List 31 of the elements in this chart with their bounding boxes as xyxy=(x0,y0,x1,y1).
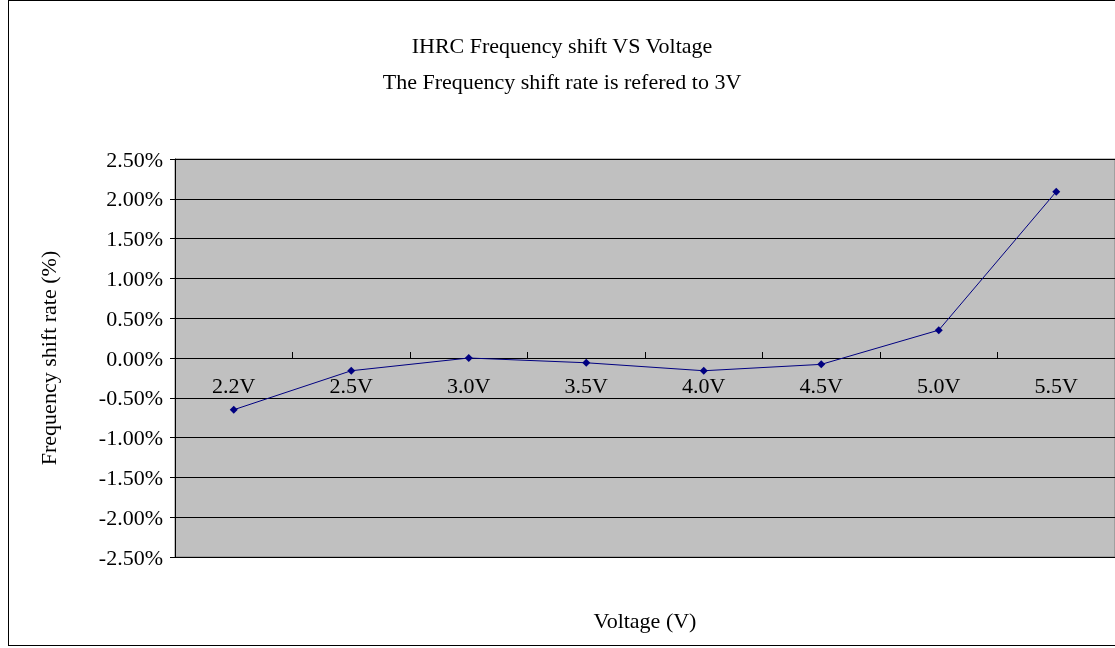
y-tick-label: -0.50% xyxy=(98,385,163,411)
y-tick-label: 2.00% xyxy=(106,186,163,212)
point xyxy=(229,405,238,414)
x-tick-label: 3.0V xyxy=(447,372,491,398)
point xyxy=(464,354,473,362)
y-axis-title: Frequency shift rate (%) xyxy=(35,250,61,466)
y-tick-label: -2.50% xyxy=(98,544,163,570)
chart-subtitle: The Frequency shift rate is refered to 3V xyxy=(382,68,742,94)
point xyxy=(1052,187,1061,196)
y-tick-label: 2.50% xyxy=(106,146,163,172)
y-tick-label: 0.00% xyxy=(106,345,163,371)
point xyxy=(699,366,708,375)
chart-title: IHRC Frequency shift VS Voltage xyxy=(411,32,713,58)
point xyxy=(347,366,356,375)
x-tick-label: 5.0V xyxy=(917,372,961,398)
y-tick-label: -2.00% xyxy=(98,504,163,530)
x-axis-title: Voltage (V) xyxy=(593,607,697,633)
y-tick-label: 0.50% xyxy=(106,305,163,331)
x-tick-label: 3.5V xyxy=(564,372,609,398)
y-tick-label: 1.00% xyxy=(106,265,163,291)
x-tick-label: 4.5V xyxy=(799,372,844,398)
y-tick-label: -1.50% xyxy=(98,464,163,490)
x-tick-label: 2.2V xyxy=(212,372,256,398)
y-tick-label: 1.50% xyxy=(106,226,163,252)
y-tick-label: -1.00% xyxy=(98,425,163,451)
x-tick-label: 2.5V xyxy=(329,372,374,398)
point xyxy=(817,360,826,369)
point xyxy=(582,358,591,367)
x-tick-label: 5.5V xyxy=(1034,372,1079,398)
point xyxy=(934,326,943,335)
x-tick-label: 4.0V xyxy=(682,372,726,398)
